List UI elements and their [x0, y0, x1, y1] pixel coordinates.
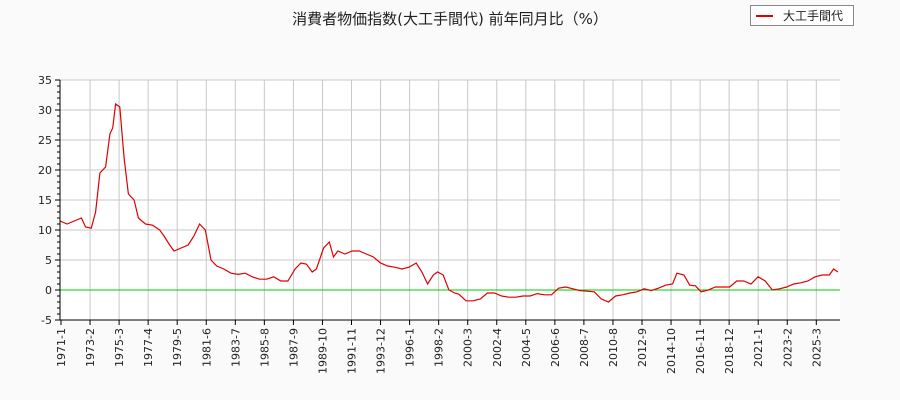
y-tick-label: -5 [41, 314, 52, 327]
y-tick-label: 0 [45, 284, 52, 297]
y-tick-label: 25 [38, 134, 52, 147]
x-tick-label: 1983-7 [229, 328, 242, 367]
x-tick-label: 2018-12 [723, 328, 736, 374]
x-tick-label: 2006-6 [549, 328, 562, 367]
x-tick-label: 2023-2 [781, 328, 794, 367]
x-tick-label: 1987-9 [287, 328, 300, 367]
x-tick-label: 2021-1 [752, 328, 765, 367]
y-tick-label: 15 [38, 194, 52, 207]
x-tick-label: 1971-1 [55, 328, 68, 367]
y-tick-label: 20 [38, 164, 52, 177]
x-tick-label: 1975-3 [113, 328, 126, 367]
y-tick-label: 10 [38, 224, 52, 237]
x-tick-label: 2012-9 [636, 328, 649, 367]
x-tick-label: 1996-1 [404, 328, 417, 367]
y-tick-label: 30 [38, 104, 52, 117]
chart-title: 消費者物価指数(大工手間代) 前年同月比（%） [292, 10, 608, 28]
legend-label: 大工手間代 [783, 9, 844, 23]
x-tick-label: 1977-4 [142, 328, 155, 367]
x-tick-label: 1989-10 [316, 328, 329, 374]
x-tick-label: 1993-12 [375, 328, 388, 374]
x-tick-label: 1979-5 [171, 328, 184, 367]
x-tick-label: 2008-7 [578, 328, 591, 367]
x-tick-label: 2000-3 [462, 328, 475, 367]
series-line [59, 102, 839, 303]
x-tick-label: 2014-10 [665, 328, 678, 374]
x-tick-label: 2004-5 [520, 328, 533, 367]
x-tick-label: 1985-8 [258, 328, 271, 367]
x-tick-label: 2002-4 [491, 328, 504, 367]
x-tick-label: 2016-11 [694, 328, 707, 374]
x-tick-label: 2025-3 [810, 328, 823, 367]
legend: 大工手間代 [750, 5, 854, 26]
y-tick-label: 5 [45, 254, 52, 267]
x-tick-label: 1973-2 [84, 328, 97, 367]
y-tick-label: 35 [38, 74, 52, 87]
x-tick-label: 1991-11 [346, 328, 359, 374]
legend-line-swatch [756, 14, 773, 17]
x-tick-label: 1998-2 [433, 328, 446, 367]
x-tick-label: 2010-8 [607, 328, 620, 367]
x-tick-label: 1981-6 [200, 328, 213, 367]
